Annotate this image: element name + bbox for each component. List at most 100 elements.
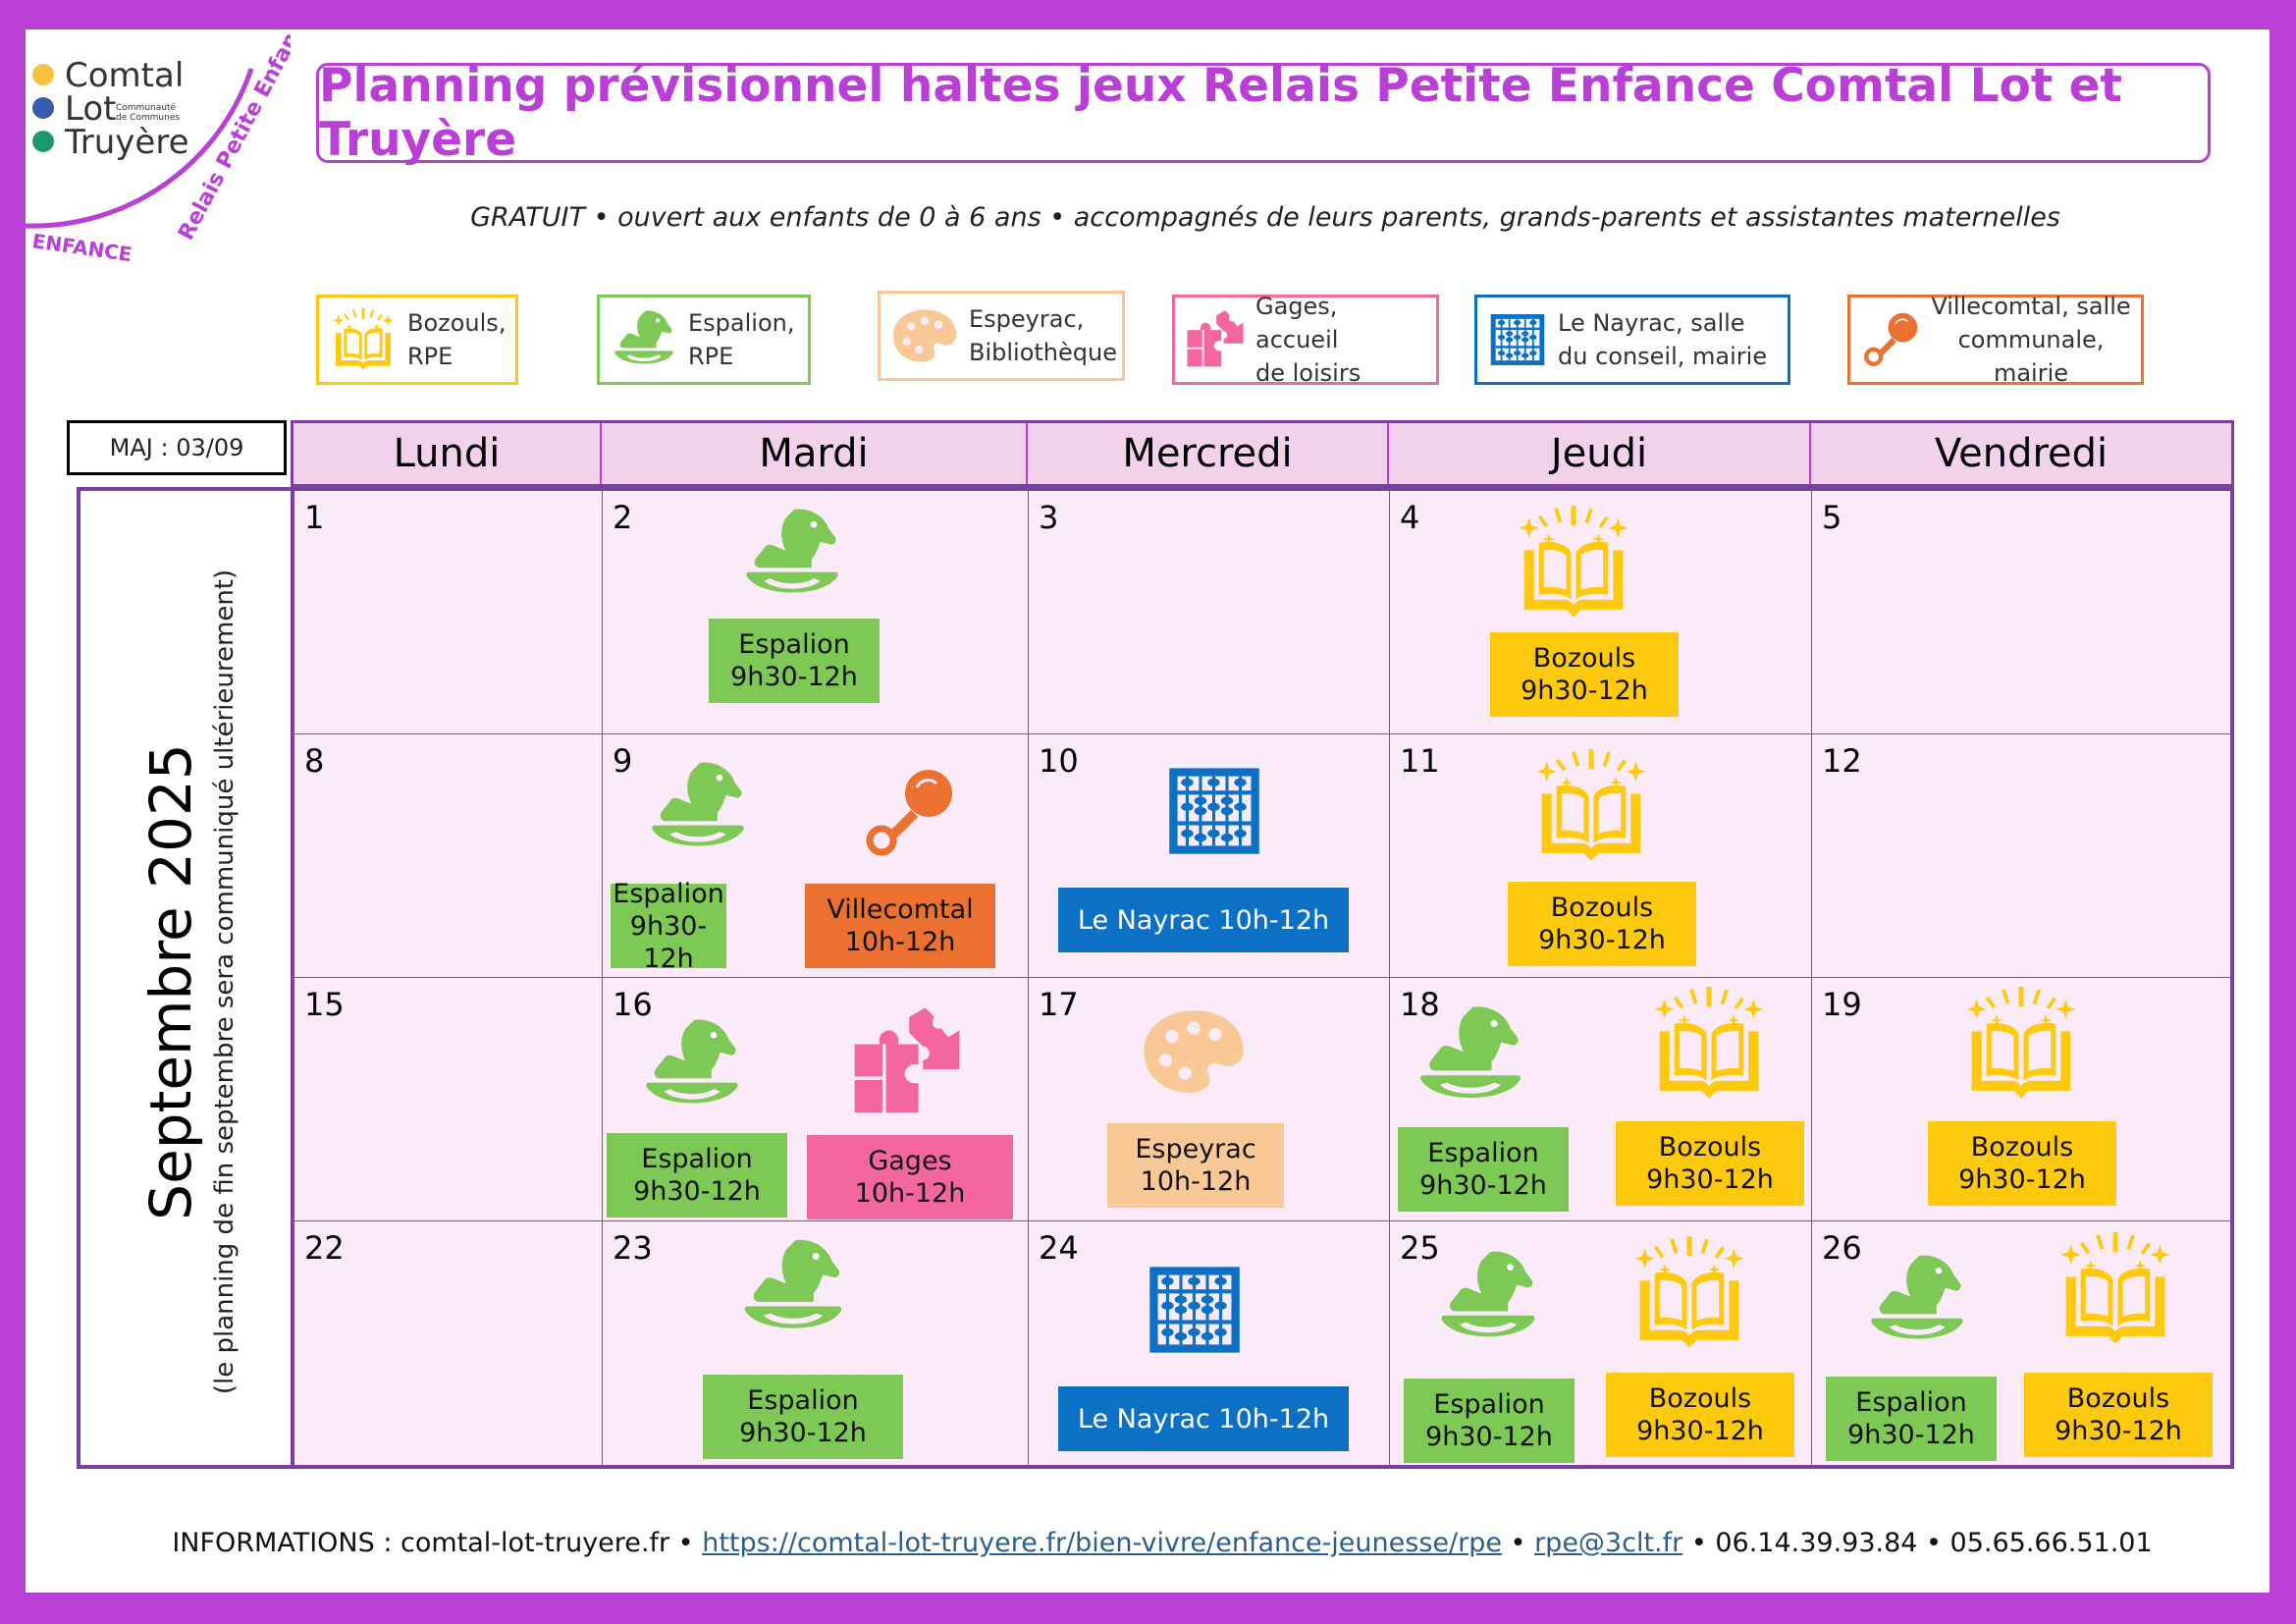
event-espalion: Espalion 9h30-12h bbox=[611, 879, 726, 974]
rocking-horse-icon bbox=[1863, 1247, 1971, 1355]
event-name: Espalion bbox=[747, 1385, 859, 1416]
day-number: 25 bbox=[1400, 1229, 1440, 1267]
legend-espeyrac-line1: Espeyrac, bbox=[969, 305, 1085, 333]
abacus-icon bbox=[1133, 1259, 1256, 1361]
day-cell: 16 Espalion 9h30-12h Gages 10h-12h bbox=[603, 978, 1029, 1221]
logo-line3: Truyère bbox=[64, 123, 189, 162]
event-time: 10h-12h bbox=[854, 1178, 966, 1209]
event-name: Bozouls bbox=[1658, 1132, 1762, 1163]
event-bozouls: Bozouls 9h30-12h bbox=[1508, 882, 1696, 966]
day-number: 11 bbox=[1400, 742, 1440, 780]
abacus-icon bbox=[1487, 309, 1548, 370]
logo-small2: de Communes bbox=[116, 113, 180, 123]
legend-villecomtal-line1: Villecomtal, salle bbox=[1931, 293, 2131, 320]
weekday-jeudi: Jeudi bbox=[1389, 423, 1811, 484]
day-cell: 24 Le Nayrac 10h-12h bbox=[1029, 1221, 1390, 1465]
footer-website-link[interactable]: https://comtal-lot-truyere.fr/bien-vivre… bbox=[702, 1528, 1502, 1558]
weekday-mardi: Mardi bbox=[602, 423, 1028, 484]
book-icon bbox=[1628, 1231, 1751, 1355]
logo-arc-bottom: ENFANCE bbox=[30, 229, 133, 266]
rattle-icon bbox=[1860, 309, 1921, 370]
weekday-lundi: Lundi bbox=[294, 423, 602, 484]
book-icon bbox=[1647, 982, 1771, 1106]
rattle-icon bbox=[860, 764, 958, 862]
legend-gages: Gages, accueil de loisirs bbox=[1172, 293, 1439, 387]
logo-dot-yellow bbox=[32, 64, 54, 85]
legend-villecomtal: Villecomtal, salle communale, mairie bbox=[1847, 293, 2144, 387]
rocking-horse-icon bbox=[1412, 998, 1529, 1115]
footer-info: INFORMATIONS : comtal-lot-truyere.fr • h… bbox=[26, 1528, 2269, 1558]
legend-espalion-line1: Espalion, bbox=[688, 309, 795, 337]
day-number: 3 bbox=[1039, 499, 1059, 536]
day-number: 22 bbox=[304, 1229, 345, 1267]
abacus-icon bbox=[1152, 760, 1276, 862]
month-title: Septembre 2025 bbox=[137, 743, 204, 1220]
event-name: Espalion bbox=[1427, 1138, 1539, 1168]
day-cell: 19 Bozouls 9h30-12h bbox=[1812, 978, 2230, 1221]
day-cell: 26 Espalion 9h30-12h Bozouls 9h30-12h bbox=[1812, 1221, 2230, 1465]
rocking-horse-icon bbox=[644, 754, 752, 862]
rocking-horse-icon bbox=[738, 501, 846, 609]
month-note: (le planning de fin septembre sera commu… bbox=[210, 568, 240, 1395]
weekday-mercredi: Mercredi bbox=[1028, 423, 1389, 484]
logo-dot-green bbox=[32, 131, 54, 152]
day-number: 18 bbox=[1400, 986, 1440, 1023]
day-cell: 11 Bozouls 9h30-12h bbox=[1390, 734, 1812, 978]
event-espalion: Espalion 9h30-12h bbox=[1404, 1379, 1575, 1463]
day-cell: 3 bbox=[1029, 491, 1390, 734]
event-name: Espalion bbox=[1855, 1387, 1967, 1418]
event-gages: Gages 10h-12h bbox=[807, 1135, 1013, 1219]
event-time: 9h30-12h bbox=[1847, 1420, 1975, 1450]
event-espalion: Espalion 9h30-12h bbox=[1398, 1127, 1569, 1212]
event-time: 10h-12h bbox=[1140, 1166, 1252, 1197]
legend-le-nayrac-line1: Le Nayrac, salle bbox=[1558, 309, 1745, 337]
footer-email-link[interactable]: rpe@3clt.fr bbox=[1534, 1528, 1683, 1558]
event-time: 10h-12h bbox=[844, 927, 956, 957]
rocking-horse-icon bbox=[1433, 1243, 1543, 1353]
day-cell: 23 Espalion 9h30-12h bbox=[603, 1221, 1029, 1465]
day-number: 10 bbox=[1039, 742, 1079, 780]
day-cell: 9 Espalion 9h30-12h Villecomtal 10h-12h bbox=[603, 734, 1029, 978]
day-number: 1 bbox=[304, 499, 325, 536]
day-cell: 22 bbox=[294, 1221, 603, 1465]
event-time: 9h30-12h bbox=[1538, 925, 1666, 955]
event-espeyrac: Espeyrac 10h-12h bbox=[1107, 1123, 1284, 1208]
event-time: 9h30-12h bbox=[1958, 1164, 2086, 1195]
book-icon bbox=[1529, 744, 1653, 868]
day-number: 16 bbox=[613, 986, 653, 1023]
day-number: 17 bbox=[1039, 986, 1079, 1023]
footer-separator: • bbox=[1510, 1528, 1526, 1558]
event-name: Bozouls bbox=[1970, 1132, 2074, 1163]
day-cell: 5 bbox=[1812, 491, 2230, 734]
day-cell: 2 Espalion 9h30-12h bbox=[603, 491, 1029, 734]
legend-bozouls-line1: Bozouls, bbox=[407, 309, 507, 337]
event-time: 9h30-12h bbox=[1425, 1422, 1553, 1452]
event-time: 9h30-12h bbox=[1419, 1170, 1547, 1201]
book-icon bbox=[2054, 1227, 2177, 1351]
day-number: 19 bbox=[1822, 986, 1862, 1023]
event-time: 9h30-12h bbox=[633, 1176, 761, 1207]
event-bozouls: Bozouls 9h30-12h bbox=[1490, 632, 1679, 717]
day-number: 23 bbox=[613, 1229, 653, 1267]
legend-le-nayrac: Le Nayrac, salle du conseil, mairie bbox=[1474, 295, 1790, 385]
legend-villecomtal-line2: communale, mairie bbox=[1957, 326, 2105, 387]
weekday-vendredi: Vendredi bbox=[1934, 431, 2109, 476]
day-cell: 15 bbox=[294, 978, 603, 1221]
event-espalion: Espalion 9h30-12h bbox=[1826, 1377, 1997, 1461]
day-cell: 18 Espalion 9h30-12h Bozouls 9h30-12h bbox=[1390, 978, 1812, 1221]
book-icon bbox=[329, 305, 398, 374]
event-bozouls: Bozouls 9h30-12h bbox=[1616, 1121, 1804, 1206]
event-le-nayrac: Le Nayrac 10h-12h bbox=[1058, 888, 1349, 952]
logo-arc bbox=[26, 68, 254, 229]
legend-espalion-line2: RPE bbox=[688, 343, 734, 370]
rocking-horse-icon bbox=[736, 1231, 850, 1345]
event-name: Espalion bbox=[738, 629, 850, 660]
day-cell: 10 Le Nayrac 10h-12h bbox=[1029, 734, 1390, 978]
event-bozouls: Bozouls 9h30-12h bbox=[1928, 1121, 2116, 1206]
logo-line1: Comtal bbox=[65, 56, 184, 95]
month-column: Septembre 2025 (le planning de fin septe… bbox=[77, 487, 293, 1469]
event-name: Bozouls bbox=[1532, 643, 1636, 674]
event-bozouls: Bozouls 9h30-12h bbox=[1606, 1373, 1794, 1457]
legend-bozouls: Bozouls, RPE bbox=[316, 295, 518, 385]
event-time: 9h30-12h bbox=[1636, 1416, 1764, 1446]
